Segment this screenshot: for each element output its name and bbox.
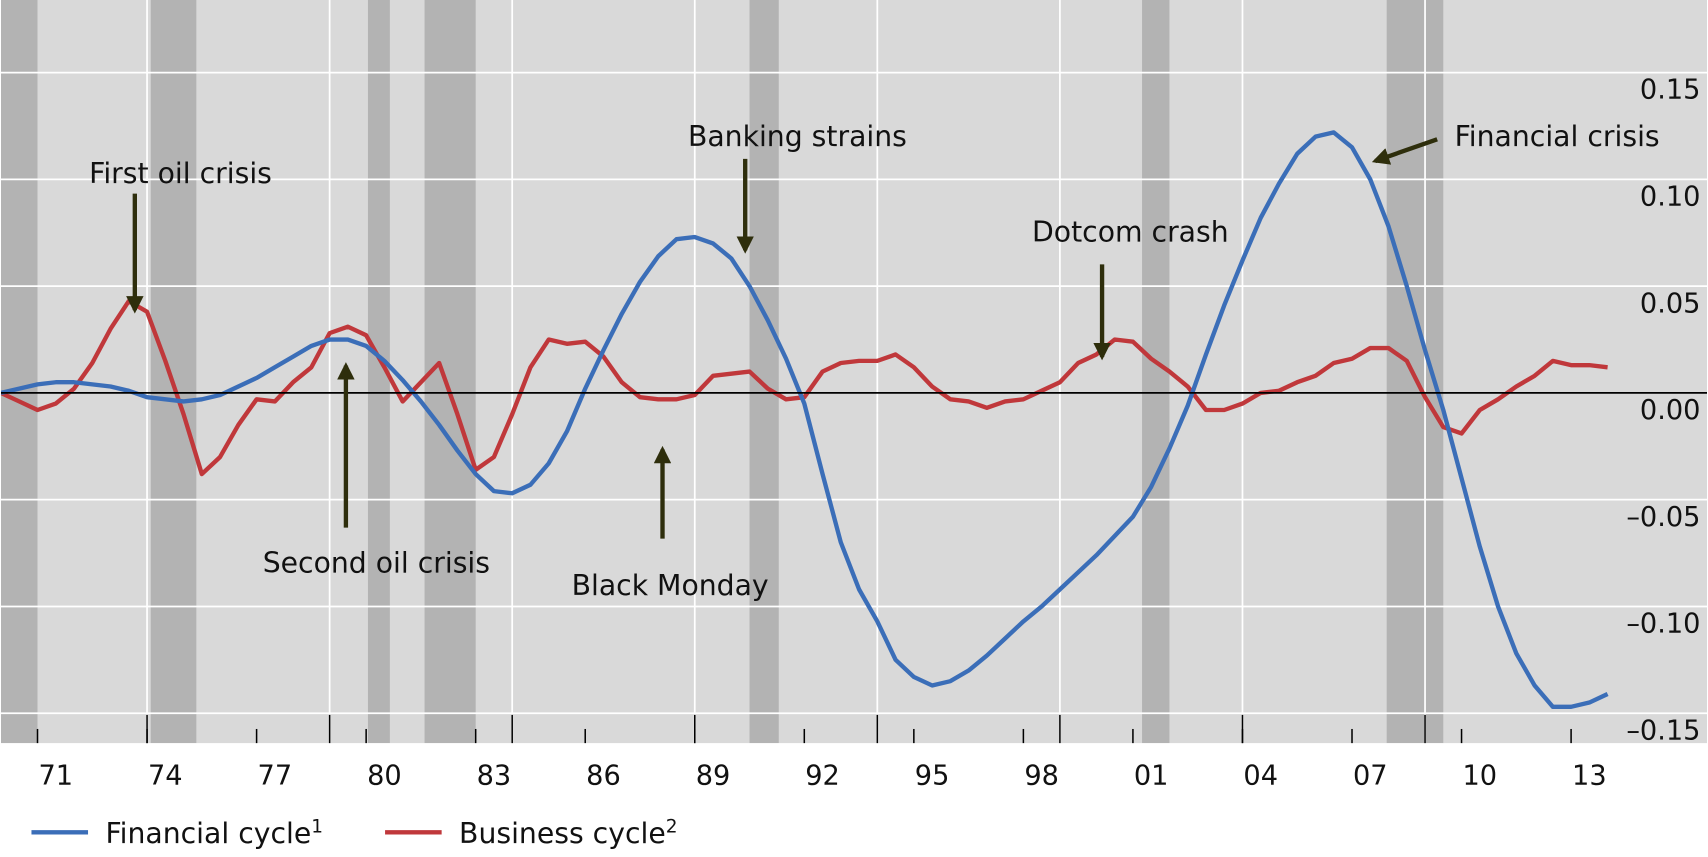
shaded-period: [1, 0, 38, 744]
annotation-text: Financial crisis: [1455, 120, 1660, 153]
x-tick-label: 80: [367, 760, 402, 791]
y-tick-label: 0.05: [1640, 288, 1701, 319]
plot-background: [1, 0, 1707, 744]
y-tick-label: –0.05: [1626, 502, 1700, 533]
annotation-arrow: [1371, 137, 1438, 165]
x-tick-label: 86: [586, 760, 621, 791]
x-tick-label: 77: [258, 760, 293, 791]
lines: [0, 130, 1609, 709]
y-tick-label: –0.15: [1626, 715, 1700, 746]
y-tick-label: 0.10: [1640, 181, 1701, 212]
legend-name: Financial cycle: [105, 817, 311, 850]
legend-name: Business cycle: [459, 817, 666, 850]
x-tick-label: 98: [1024, 760, 1059, 791]
annotations: First oil crisis Second oil crisis Black M…: [89, 120, 1660, 602]
legend-note: 1: [311, 816, 323, 837]
x-tick-label: 01: [1134, 760, 1169, 791]
x-tick-label: 07: [1353, 760, 1388, 791]
x-tick-label: 89: [696, 760, 731, 791]
annotation-text: First oil crisis: [89, 157, 272, 190]
shaded-period: [367, 0, 390, 744]
x-tick-label: 71: [38, 760, 73, 791]
shaded-period: [150, 0, 197, 744]
y-tick-label: 0.15: [1640, 75, 1701, 106]
legend-label: Financial cycle1: [105, 816, 323, 850]
series-line: [0, 298, 1608, 477]
annotation-text: Banking strains: [688, 120, 907, 153]
x-tick-label: 74: [148, 760, 183, 791]
x-tick-label: 83: [477, 760, 512, 791]
series-line: [0, 130, 1609, 709]
shaded-periods: [1, 0, 1444, 744]
legend-note: 2: [666, 816, 678, 837]
shaded-period: [749, 0, 779, 744]
y-tick-label: –0.10: [1626, 609, 1700, 640]
x-tick-label: 92: [805, 760, 840, 791]
x-tick-label: 04: [1243, 760, 1278, 791]
legend-label: Business cycle2: [459, 816, 677, 850]
annotation-text: Second oil crisis: [263, 546, 490, 579]
shaded-period: [1142, 0, 1170, 744]
x-tick-label: 13: [1572, 760, 1607, 791]
x-tick-label: 10: [1463, 760, 1498, 791]
annotation-text: Dotcom crash: [1032, 216, 1229, 249]
y-tick-label: 0.00: [1640, 395, 1701, 426]
axes: 0.15 0.10 0.05 0.00 –0.05 –0.10 –0.15 71 74 77 80 8…: [0, 75, 1707, 791]
shaded-period: [1386, 0, 1444, 744]
annotation-text: Black Monday: [572, 569, 769, 602]
legend: Financial cycle1 Business cycle2: [31, 816, 678, 850]
x-tick-label: 95: [915, 760, 950, 791]
